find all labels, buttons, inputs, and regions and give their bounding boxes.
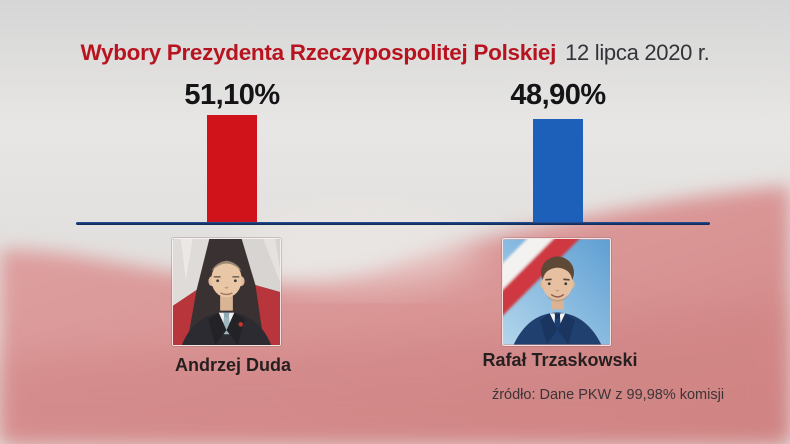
result-bar-trzaskowski (533, 119, 583, 222)
trzaskowski-portrait-illustration (503, 239, 610, 345)
headline: Wybory Prezydenta Rzeczypospolitej Polsk… (0, 40, 790, 66)
result-percentage-duda: 51,10% (184, 79, 280, 111)
source-note: źródło: Dane PKW z 99,98% komisji (491, 387, 725, 403)
result-bar-duda (207, 115, 257, 222)
candidate-name-trzaskowski: Rafał Trzaskowski (482, 350, 638, 370)
duda-portrait-illustration (173, 239, 280, 345)
baseline-axis (76, 222, 710, 225)
candidate-name-duda: Andrzej Duda (174, 355, 292, 375)
candidate-photo-trzaskowski (502, 238, 611, 346)
candidate-photo-duda (172, 238, 281, 346)
result-percentage-trzaskowski: 48,90% (510, 79, 606, 111)
page-title: Wybory Prezydenta Rzeczypospolitej Polsk… (80, 40, 557, 65)
date-label: 12 lipca 2020 r. (565, 40, 710, 65)
